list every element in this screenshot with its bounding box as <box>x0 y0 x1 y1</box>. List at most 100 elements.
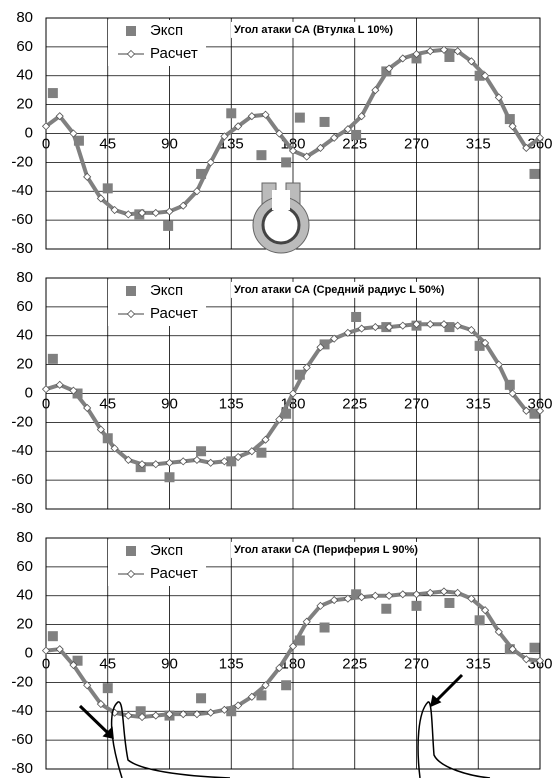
calc-point <box>55 380 64 389</box>
exp-point <box>294 635 305 646</box>
calc-point <box>412 50 421 59</box>
calc-point <box>357 112 366 121</box>
legend-label: Расчет <box>150 565 198 582</box>
calc-point <box>453 47 462 56</box>
x-tick-label: 360 <box>527 395 552 412</box>
bushing-icon <box>252 182 310 254</box>
calc-point <box>137 712 147 722</box>
chart-title: Угол атаки СА (Средний радиус L 50%) <box>234 284 445 296</box>
calc-point <box>398 54 407 63</box>
exp-point <box>351 129 362 140</box>
exp-point <box>135 462 146 473</box>
exp-point <box>102 183 113 194</box>
calc-point <box>508 645 517 654</box>
exp-point <box>72 655 83 666</box>
calc-point <box>453 321 462 330</box>
exp-point <box>351 311 362 322</box>
exp-point <box>164 472 175 483</box>
exp-point <box>135 706 146 717</box>
y-tick-label: 0 <box>25 124 33 141</box>
calc-point <box>124 455 133 464</box>
calc-point <box>192 455 202 464</box>
y-tick-label: 80 <box>16 9 33 26</box>
calc-point <box>508 389 517 398</box>
x-tick-label: 0 <box>42 655 50 672</box>
x-tick-label: 225 <box>342 395 367 412</box>
calc-point <box>220 132 229 141</box>
exp-point <box>529 642 540 653</box>
calc-point <box>343 594 352 603</box>
calc-point <box>83 681 92 690</box>
x-tick-label: 135 <box>219 655 244 672</box>
decorations <box>78 182 491 778</box>
x-tick-label: 135 <box>219 395 244 412</box>
y-tick-label: 0 <box>25 644 33 661</box>
calc-point <box>41 385 51 394</box>
exp-point <box>47 88 58 99</box>
calc-point <box>535 133 545 142</box>
calc-point <box>192 710 202 719</box>
legend-label: Эксп <box>150 282 183 299</box>
calc-point <box>343 125 352 134</box>
calc-point <box>165 458 174 467</box>
calc-point <box>467 325 476 335</box>
calc-point <box>234 122 243 131</box>
legend-box <box>108 20 206 66</box>
calc-point <box>124 210 133 219</box>
legend-box <box>108 280 206 326</box>
calc-point <box>179 710 188 719</box>
calc-point <box>137 208 147 217</box>
y-tick-label: -40 <box>11 442 33 459</box>
legend-label: Расчет <box>150 305 198 322</box>
y-tick-label: 20 <box>16 96 33 113</box>
calc-point <box>96 699 105 709</box>
y-tick-label: -80 <box>11 240 33 257</box>
exp-point <box>281 157 292 168</box>
calc-point <box>481 338 490 348</box>
y-tick-label: -60 <box>11 731 33 748</box>
calc-point <box>426 47 435 56</box>
calc-point <box>439 320 449 329</box>
exp-point <box>47 631 58 642</box>
y-tick-label: 0 <box>25 384 33 401</box>
calc-point <box>398 321 407 330</box>
calc-point <box>398 590 407 599</box>
y-tick-label: -60 <box>11 471 33 488</box>
calc-point <box>137 460 147 469</box>
legend-label: Эксп <box>150 22 183 39</box>
y-tick-label: 20 <box>16 616 33 633</box>
calc-point <box>275 129 284 138</box>
calc-point <box>165 710 174 719</box>
chart-title: Угол атаки СА (Периферия L 90%) <box>234 544 418 556</box>
calc-point <box>316 343 325 352</box>
y-tick-label: -40 <box>11 182 33 199</box>
y-tick-label: -80 <box>11 760 33 777</box>
calc-point <box>275 663 284 673</box>
calc-point <box>494 627 503 636</box>
x-tick-label: 0 <box>42 135 50 152</box>
title-bg <box>231 541 422 558</box>
calc-point <box>316 601 325 610</box>
blade-right <box>417 673 491 778</box>
calc-point <box>494 93 503 102</box>
legend-label: Эксп <box>150 542 183 559</box>
exp-point <box>474 615 485 626</box>
exp-point <box>281 680 292 691</box>
calc-point <box>110 205 119 215</box>
exp-point <box>474 340 485 351</box>
calc-point <box>330 334 339 343</box>
calc-point <box>467 57 476 66</box>
legend-swatch <box>126 546 136 556</box>
x-tick-label: 45 <box>99 135 116 152</box>
y-tick-label: -20 <box>11 673 33 690</box>
exp-point <box>226 108 237 119</box>
calc-point <box>288 389 298 398</box>
calc-point <box>522 143 531 153</box>
calc-point <box>206 458 215 467</box>
exp-point <box>474 70 485 81</box>
calc-point <box>55 112 64 121</box>
calc-point <box>481 71 490 80</box>
exp-point <box>226 456 237 467</box>
exp-point <box>256 447 267 458</box>
